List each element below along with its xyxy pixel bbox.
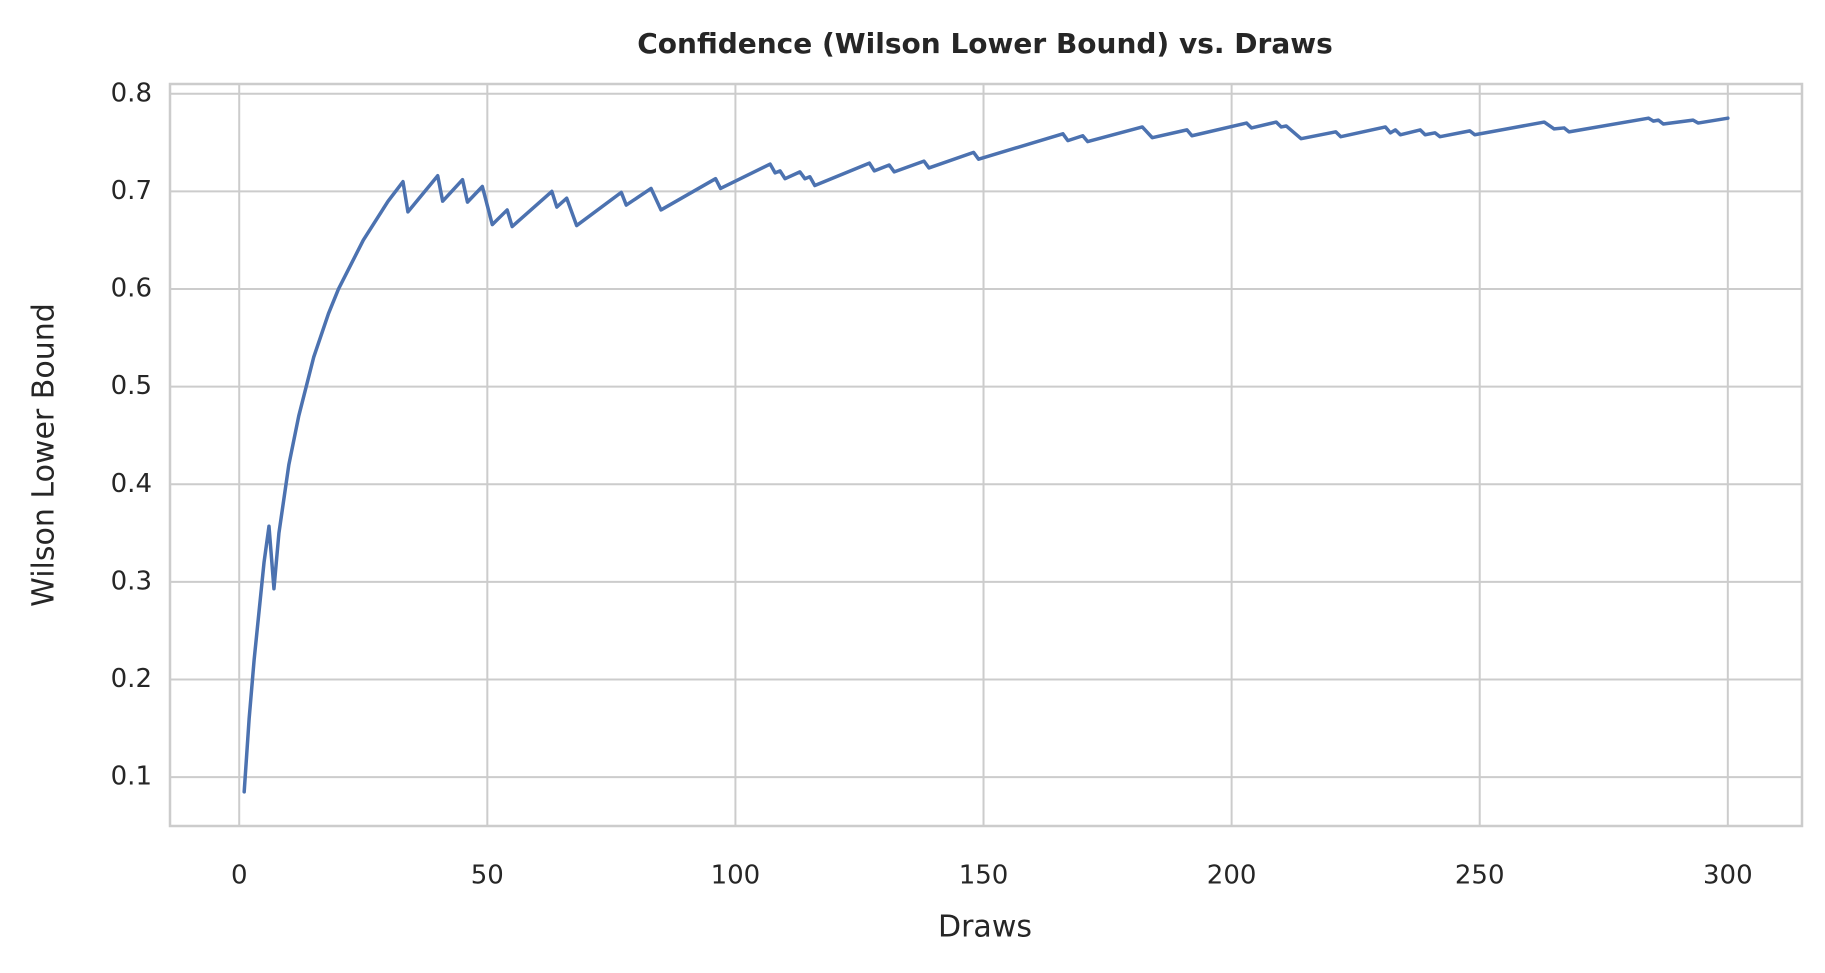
y-tick-label: 0.3 — [111, 566, 152, 596]
x-tick-label: 200 — [1207, 861, 1257, 891]
y-tick-label: 0.6 — [111, 274, 152, 304]
chart-title: Confidence (Wilson Lower Bound) vs. Draw… — [637, 27, 1333, 60]
x-tick-label: 50 — [471, 861, 504, 891]
x-axis-label: Draws — [938, 910, 1032, 945]
y-tick-label: 0.2 — [111, 664, 152, 694]
y-tick-label: 0.7 — [111, 176, 152, 206]
y-tick-label: 0.4 — [111, 469, 152, 499]
y-tick-label: 0.8 — [111, 78, 152, 108]
x-tick-label: 300 — [1703, 861, 1753, 891]
y-tick-label: 0.1 — [111, 762, 152, 792]
x-tick-label: 0 — [231, 861, 248, 891]
x-tick-label: 250 — [1455, 861, 1505, 891]
x-tick-label: 100 — [711, 861, 761, 891]
y-tick-label: 0.5 — [111, 371, 152, 401]
data-line — [242, 116, 1730, 794]
plot-frame — [168, 82, 1804, 828]
y-axis-label: Wilson Lower Bound — [27, 303, 62, 607]
x-tick-label: 150 — [959, 861, 1009, 891]
